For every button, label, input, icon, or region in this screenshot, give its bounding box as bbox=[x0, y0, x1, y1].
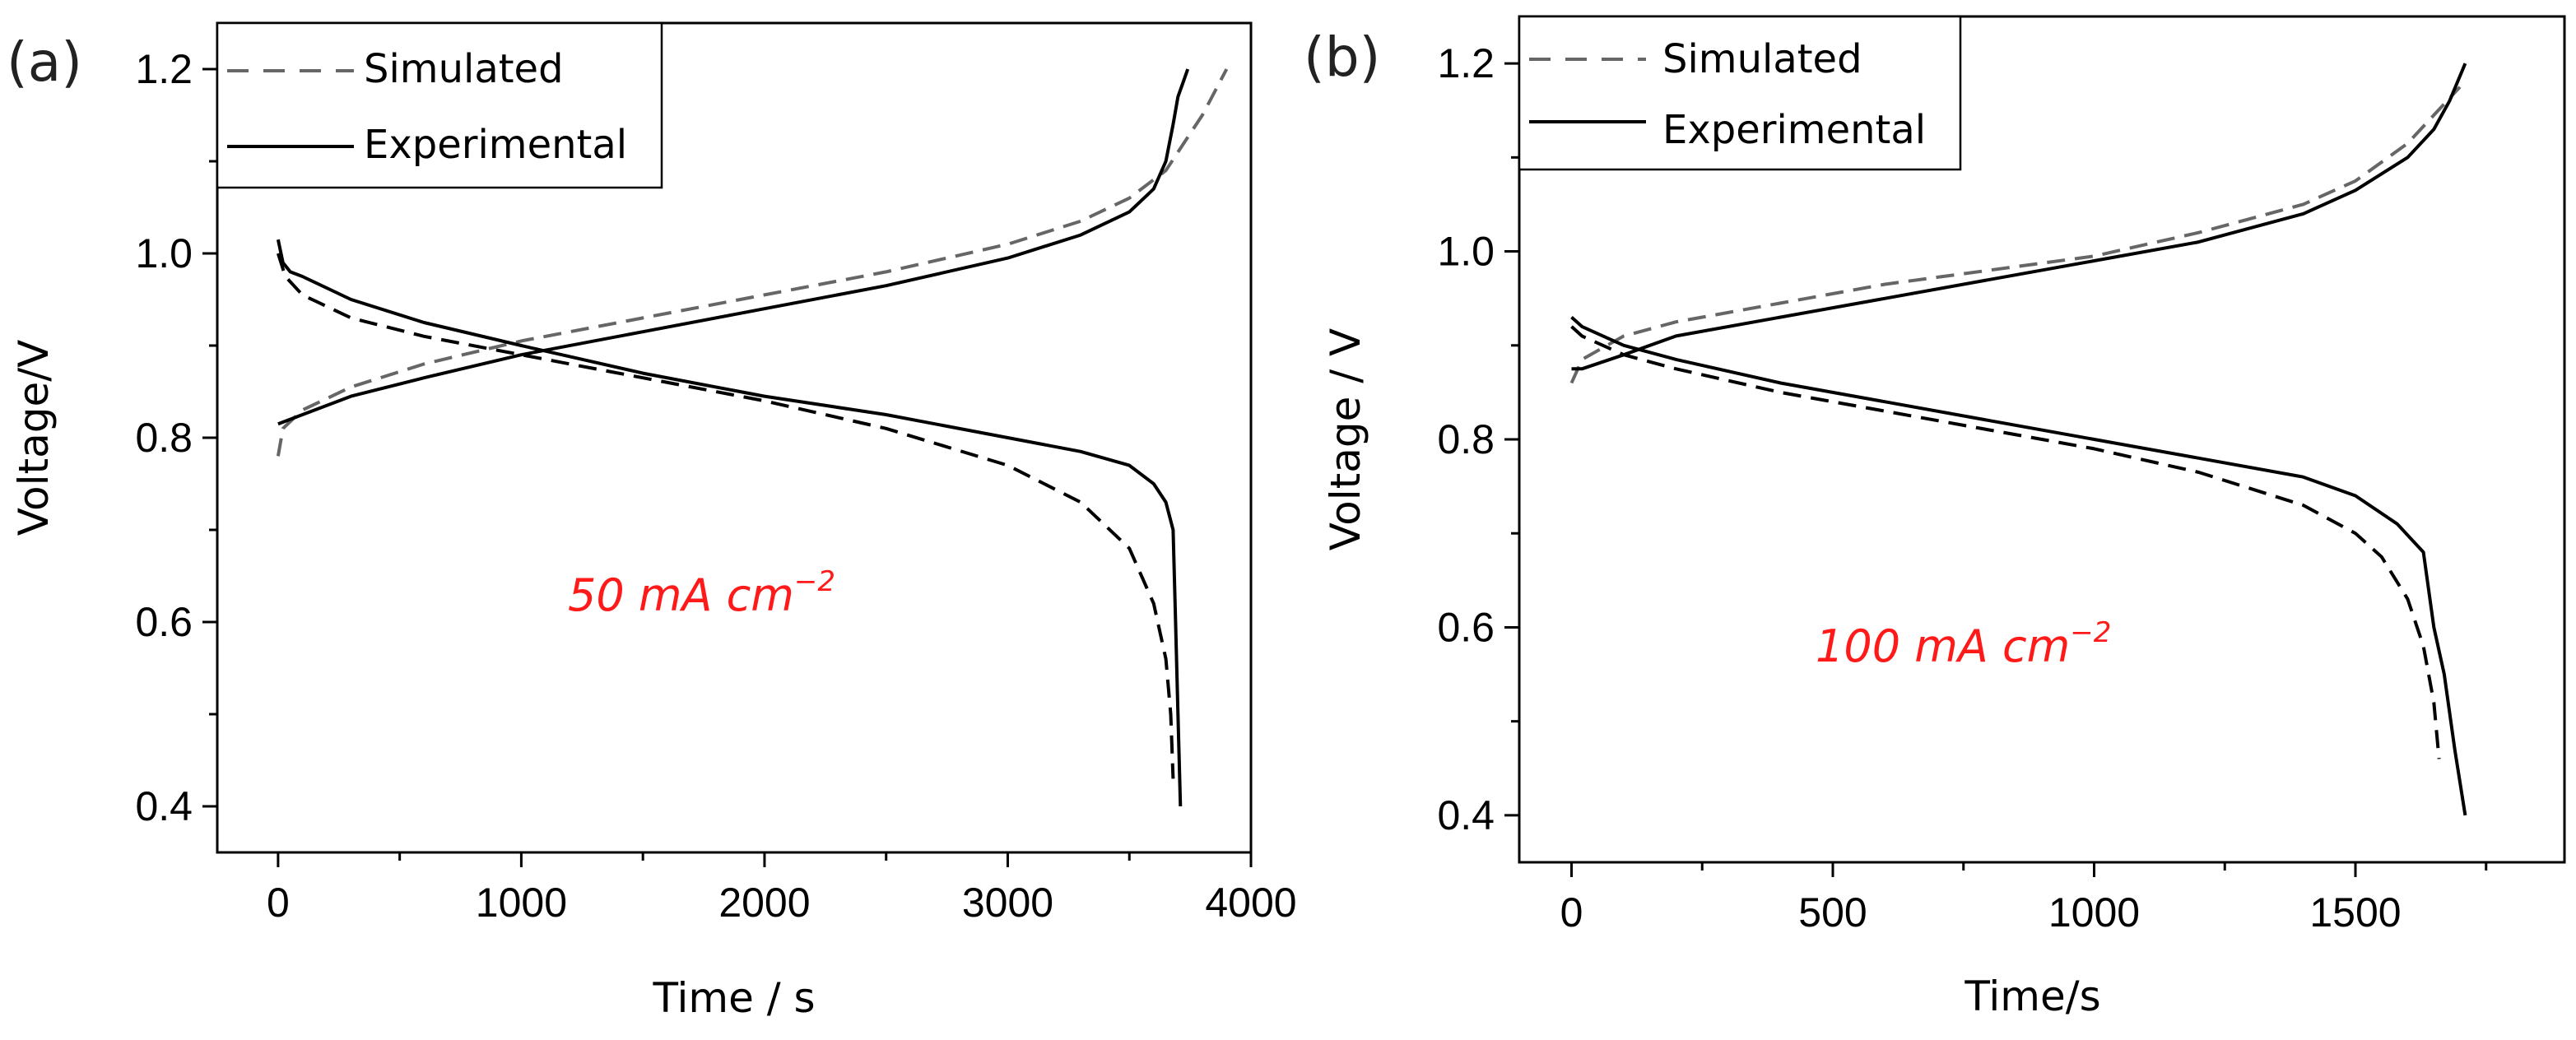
panel-b-y-tick-label: 0.8 bbox=[1437, 416, 1495, 462]
panel-b-legend-simulated-label: Simulated bbox=[1662, 36, 1862, 82]
panel-a-curves bbox=[276, 68, 1229, 807]
panel-a-x-axis-title: Time / s bbox=[652, 974, 815, 1022]
panel-a: (a) 0 1000 2000 3000 4000 0.4 0.6 0.8 1.0 1.2 Sim… bbox=[7, 21, 1297, 1022]
panel-b-series-experimental-discharge bbox=[1570, 316, 2467, 816]
panel-a-annotation-superscript: −2 bbox=[794, 565, 835, 598]
panel-b-x-tick-label: 500 bbox=[1798, 889, 1867, 936]
panel-b-series-simulated-charge bbox=[1569, 86, 2462, 384]
panel-b: (b) 0 500 1000 1500 0.4 0.6 0.8 1.0 1.2 Simulate… bbox=[1304, 15, 2566, 1020]
panel-a-current-density-annotation: 50 mA cm−2 bbox=[568, 565, 835, 621]
panel-b-legend-box bbox=[1518, 15, 1962, 171]
panel-a-series-experimental-discharge bbox=[276, 239, 1183, 807]
panel-a-y-tick-label: 0.4 bbox=[135, 783, 193, 829]
panel-a-x-tick-label: 1000 bbox=[476, 880, 567, 926]
panel-a-series-experimental-charge bbox=[277, 68, 1190, 426]
panel-a-x-tick-label: 0 bbox=[267, 880, 290, 926]
panel-a-ticks: 0 1000 2000 3000 4000 0.4 0.6 0.8 1.0 1.2 bbox=[135, 46, 1296, 926]
panel-a-x-tick-label: 2000 bbox=[718, 880, 810, 926]
panel-a-series-simulated-discharge bbox=[276, 253, 1175, 779]
panel-a-y-tick-label: 0.8 bbox=[135, 415, 193, 461]
panel-a-series-simulated-charge bbox=[276, 68, 1229, 457]
panel-a-legend: Simulated Experimental bbox=[216, 21, 663, 189]
panel-a-legend-box bbox=[216, 21, 663, 189]
panel-b-x-axis-title: Time/s bbox=[1964, 973, 2100, 1020]
panel-b-legend-experimental-label: Experimental bbox=[1662, 107, 1926, 153]
panel-b-label: (b) bbox=[1304, 26, 1380, 89]
panel-a-y-axis-title: Voltage/V bbox=[10, 340, 58, 536]
panel-b-current-density-annotation: 100 mA cm−2 bbox=[1816, 616, 2111, 672]
panel-a-x-tick-label: 3000 bbox=[962, 880, 1053, 926]
panel-b-series-simulated-discharge bbox=[1570, 325, 2441, 759]
panel-a-legend-experimental-label: Experimental bbox=[364, 122, 627, 168]
panel-a-x-tick-label: 4000 bbox=[1205, 880, 1296, 926]
panel-b-y-tick-label: 1.2 bbox=[1437, 40, 1495, 86]
panel-a-annotation-text: 50 mA cm bbox=[568, 569, 794, 621]
panel-b-curves bbox=[1569, 63, 2467, 816]
panel-a-y-tick-label: 1.0 bbox=[135, 230, 193, 276]
panel-a-y-tick-label: 0.6 bbox=[135, 599, 193, 645]
panel-b-y-axis-title: Voltage / V bbox=[1322, 328, 1369, 550]
panel-b-ticks: 0 500 1000 1500 0.4 0.6 0.8 1.0 1.2 bbox=[1437, 40, 2488, 936]
panel-b-x-tick-label: 0 bbox=[1560, 889, 1583, 936]
panel-b-y-tick-label: 1.0 bbox=[1437, 229, 1495, 275]
panel-a-label: (a) bbox=[7, 30, 82, 94]
panel-b-y-tick-label: 0.6 bbox=[1437, 604, 1495, 650]
panel-b-annotation-superscript: −2 bbox=[2070, 616, 2111, 649]
panel-a-y-tick-label: 1.2 bbox=[135, 46, 193, 92]
panel-b-x-tick-label: 1000 bbox=[2048, 889, 2140, 936]
panel-b-y-tick-label: 0.4 bbox=[1437, 792, 1495, 838]
panel-b-x-tick-label: 1500 bbox=[2309, 889, 2401, 936]
panel-b-legend: Simulated Experimental bbox=[1518, 15, 1962, 171]
panel-b-annotation-text: 100 mA cm bbox=[1816, 620, 2070, 672]
panel-a-legend-simulated-label: Simulated bbox=[364, 46, 564, 92]
